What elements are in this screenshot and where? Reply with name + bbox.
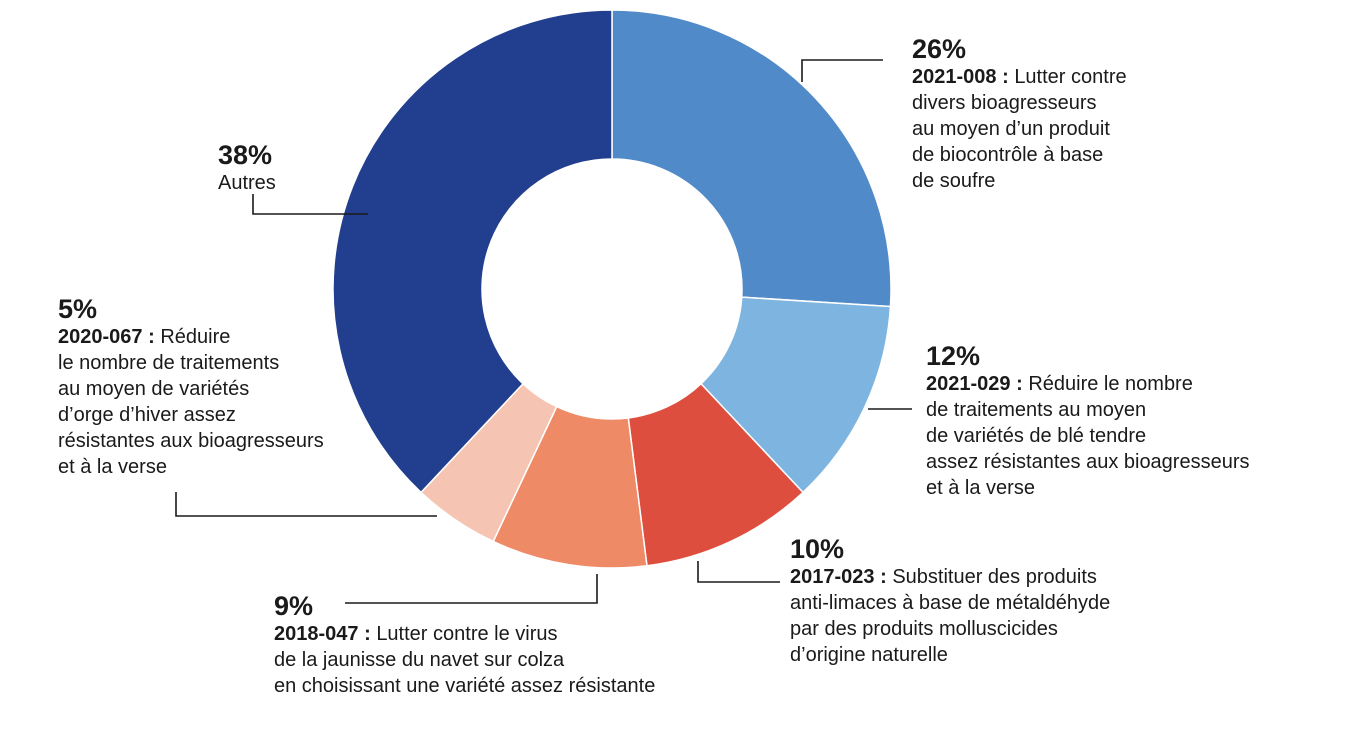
desc-line: Lutter contre — [1014, 66, 1127, 88]
desc-line: divers bioagresseurs — [912, 92, 1097, 114]
slice-label-2020-067: 5% 2020-067 : Réduire le nombre de trait… — [58, 294, 324, 480]
desc-line: Lutter contre le virus — [376, 623, 558, 645]
leader-line-2021-008 — [801, 59, 883, 82]
desc-line: et à la verse — [58, 456, 167, 478]
slice-label-2021-029: 12% 2021-029 : Réduire le nombre de trai… — [926, 341, 1250, 501]
slice-percent-2021-008: 26% — [912, 34, 967, 64]
donut-slices — [332, 9, 892, 569]
desc-line: Autres — [218, 172, 276, 194]
slice-description-2018-047: 2018-047 : Lutter contre le virus de la … — [274, 621, 655, 699]
slice-description-2020-067: 2020-067 : Réduire le nombre de traiteme… — [58, 324, 324, 480]
slice-code-2021-029: 2021-029 : — [926, 373, 1023, 395]
slice-label-2021-008: 26% 2021-008 : Lutter contre divers bioa… — [912, 34, 1127, 194]
desc-line: assez résistantes aux bioagresseurs — [926, 451, 1250, 473]
desc-line: et à la verse — [926, 477, 1035, 499]
slice-description-autres: Autres — [218, 170, 276, 196]
desc-line: de traitements au moyen — [926, 399, 1147, 421]
slice-percent-2018-047: 9% — [274, 591, 314, 621]
desc-line: par des produits molluscicides — [790, 618, 1058, 640]
slice-2021-029 — [699, 296, 892, 494]
slice-code-2018-047: 2018-047 : — [274, 623, 371, 645]
desc-line: résistantes aux bioagresseurs — [58, 430, 324, 452]
desc-line: au moyen d’un produit — [912, 118, 1110, 140]
desc-line: au moyen de variétés — [58, 378, 250, 400]
slice-percent-autres: 38% — [218, 140, 273, 170]
slice-percent-2020-067: 5% — [58, 294, 98, 324]
slice-description-2017-023: 2017-023 : Substituer des produits anti-… — [790, 564, 1110, 668]
desc-line: Substituer des produits — [892, 566, 1097, 588]
slice-autres — [332, 9, 613, 494]
desc-line: en choisissant une variété assez résista… — [274, 675, 656, 697]
slice-code-2020-067: 2020-067 : — [58, 326, 155, 348]
leader-line-autres — [252, 194, 368, 215]
desc-line: de biocontrôle à base — [912, 144, 1104, 166]
slice-2021-008 — [611, 9, 892, 308]
desc-line: de soufre — [912, 170, 996, 192]
slice-label-2017-023: 10% 2017-023 : Substituer des produits a… — [790, 534, 1110, 668]
leader-line-2020-067 — [175, 492, 437, 517]
desc-line: anti-limaces à base de métaldéhyde — [790, 592, 1111, 614]
slice-percent-2021-029: 12% — [926, 341, 981, 371]
desc-line: Réduire le nombre — [1028, 373, 1193, 395]
slice-description-2021-008: 2021-008 : Lutter contre divers bioagres… — [912, 64, 1127, 194]
desc-line: de la jaunisse du navet sur colza — [274, 649, 565, 671]
leader-line-2018-047 — [345, 574, 598, 604]
leader-line-2017-023 — [697, 561, 780, 583]
desc-line: d’orge d’hiver assez — [58, 404, 236, 426]
desc-line: Réduire — [160, 326, 231, 348]
desc-line: d’origine naturelle — [790, 644, 948, 666]
desc-line: le nombre de traitements — [58, 352, 280, 374]
slice-label-2018-047: 9% 2018-047 : Lutter contre le virus de … — [274, 591, 655, 699]
slice-label-autres: 38% Autres — [218, 140, 276, 196]
slice-description-2021-029: 2021-029 : Réduire le nombre de traiteme… — [926, 371, 1250, 501]
desc-line: de variétés de blé tendre — [926, 425, 1147, 447]
leader-lines — [175, 59, 912, 604]
slice-code-2021-008: 2021-008 : — [912, 66, 1009, 88]
slice-code-2017-023: 2017-023 : — [790, 566, 887, 588]
slice-percent-2017-023: 10% — [790, 534, 845, 564]
